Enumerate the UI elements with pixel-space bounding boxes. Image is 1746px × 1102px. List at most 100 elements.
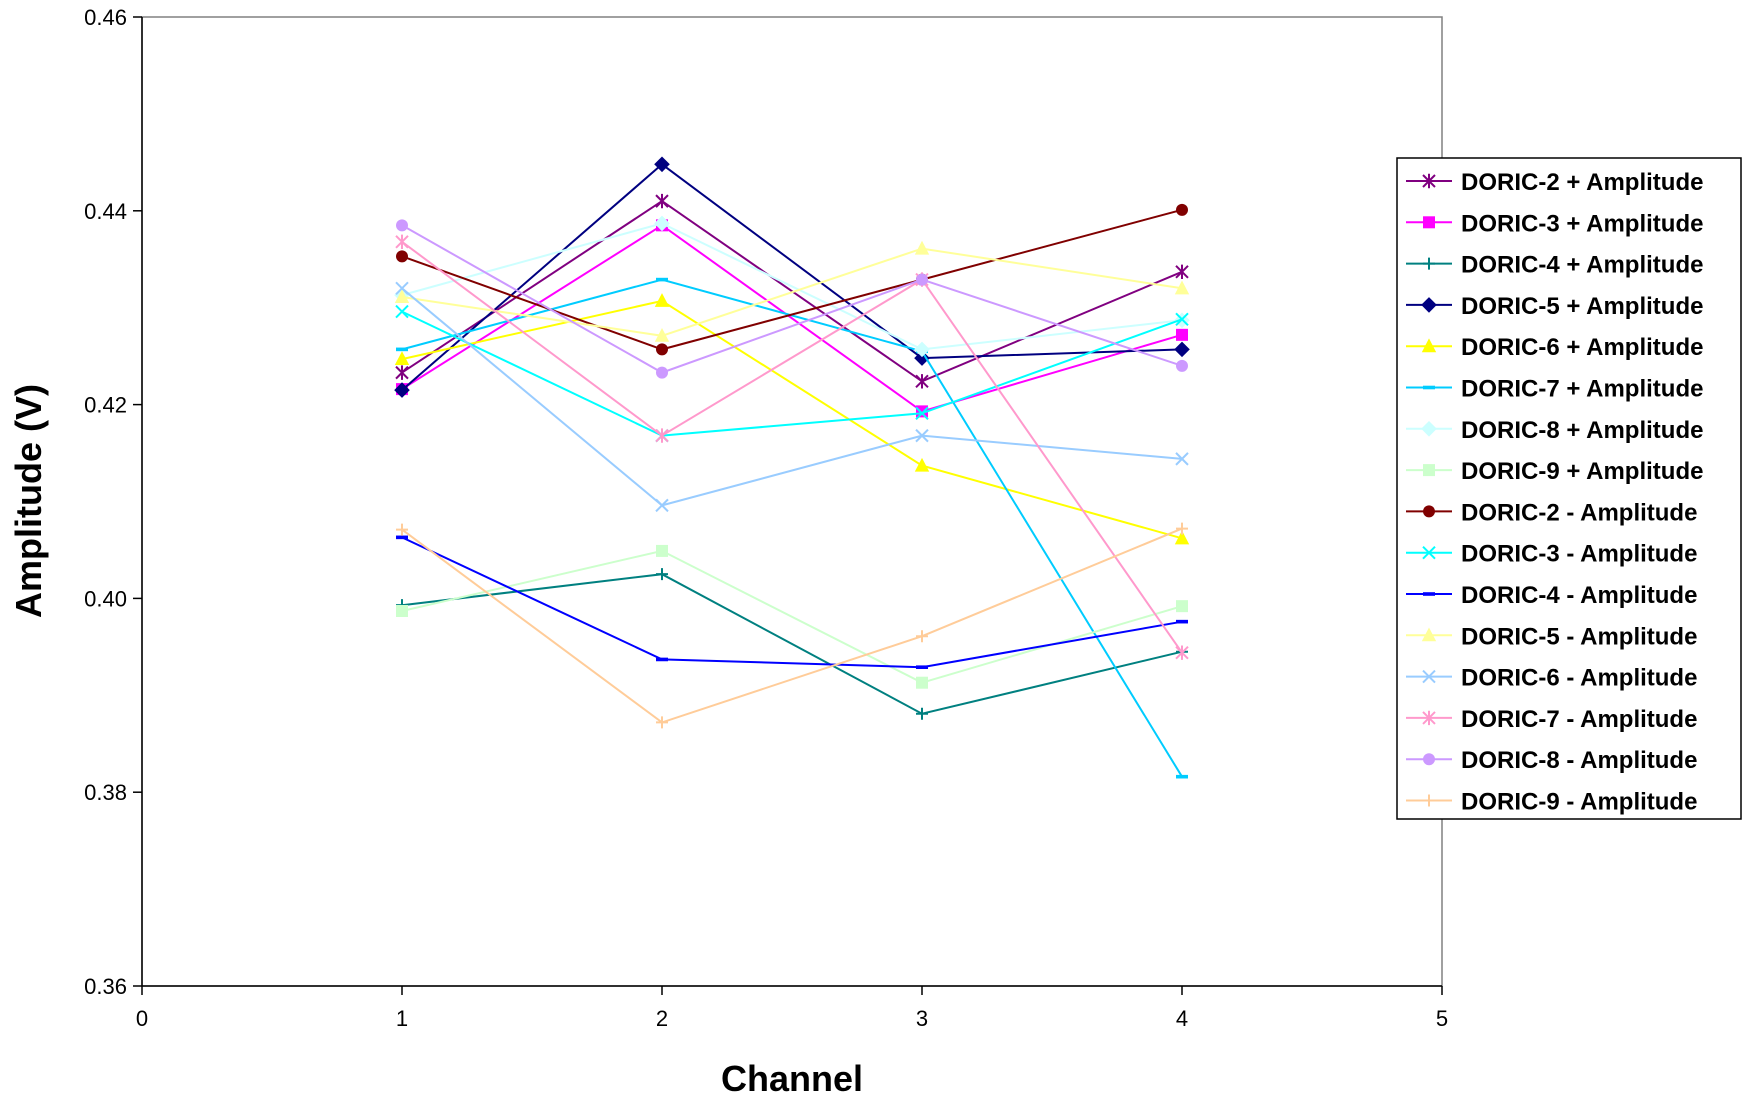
data-point <box>1423 257 1435 270</box>
triangle-marker <box>394 351 410 366</box>
data-point <box>656 277 668 282</box>
data-point <box>656 544 668 557</box>
x-tick-label: 3 <box>916 1006 928 1031</box>
data-point <box>915 428 929 443</box>
legend-label: DORIC-3 + Amplitude <box>1461 210 1703 237</box>
data-point <box>396 219 408 232</box>
triangle-marker <box>914 457 930 472</box>
data-point <box>1174 530 1190 545</box>
legend-item: DORIC-3 - Amplitude <box>1406 541 1697 568</box>
series-line <box>401 208 1183 351</box>
legend-item: DORIC-4 + Amplitude <box>1406 252 1703 279</box>
y-tick-label: 0.40 <box>84 586 127 611</box>
series-line <box>401 310 1183 437</box>
data-point <box>1422 173 1436 189</box>
series-15 <box>396 219 1188 379</box>
x-marker <box>655 498 669 513</box>
diamond-marker <box>1421 421 1437 437</box>
asterisk-marker <box>655 193 669 209</box>
asterisk-marker <box>395 234 409 250</box>
data-point <box>1422 710 1436 726</box>
triangle-marker <box>1421 338 1437 353</box>
series-line <box>401 527 1183 724</box>
legend-item: DORIC-6 - Amplitude <box>1406 665 1697 692</box>
data-point <box>1421 421 1437 437</box>
legend-label: DORIC-6 + Amplitude <box>1461 334 1703 361</box>
data-point <box>1423 794 1435 807</box>
triangle-marker <box>1174 530 1190 545</box>
data-point <box>396 250 408 263</box>
x-marker <box>915 406 929 421</box>
legend-item: DORIC-9 + Amplitude <box>1406 458 1703 485</box>
data-point <box>1174 341 1190 358</box>
x-marker <box>1175 452 1189 466</box>
legend-item: DORIC-5 + Amplitude <box>1406 293 1703 320</box>
plus-marker <box>656 568 668 581</box>
data-point <box>1176 328 1188 341</box>
diamond-marker <box>394 382 410 398</box>
data-point <box>656 568 668 581</box>
circle-marker <box>916 273 928 286</box>
plot-area <box>141 16 1443 987</box>
series-line <box>401 287 1183 507</box>
square-marker <box>396 604 408 617</box>
legend-item: DORIC-8 + Amplitude <box>1406 417 1703 444</box>
x-marker <box>915 428 929 443</box>
data-point <box>394 289 410 304</box>
circle-marker <box>656 343 668 356</box>
legend-item: DORIC-9 - Amplitude <box>1406 789 1697 816</box>
legend-label: DORIC-5 + Amplitude <box>1461 293 1703 320</box>
square-marker <box>916 676 928 689</box>
dash-marker <box>656 657 668 662</box>
legend-item: DORIC-4 - Amplitude <box>1406 582 1697 609</box>
square-marker <box>1176 600 1188 613</box>
dash-marker <box>1423 385 1435 390</box>
dash-marker <box>916 665 928 669</box>
series-layer <box>394 156 1190 779</box>
legend-label: DORIC-9 + Amplitude <box>1461 458 1703 485</box>
y-axis: 0.36 0.38 0.40 0.42 0.44 0.46 <box>84 5 143 999</box>
triangle-marker <box>1174 280 1190 295</box>
plus-marker <box>656 716 668 729</box>
square-marker <box>1423 216 1435 229</box>
series-4 <box>394 156 1190 398</box>
asterisk-marker <box>1175 645 1189 660</box>
data-point <box>1421 627 1437 642</box>
legend-label: DORIC-9 - Amplitude <box>1461 789 1697 816</box>
legend-item: DORIC-5 - Amplitude <box>1406 623 1697 650</box>
data-point <box>1174 280 1190 295</box>
data-point <box>914 240 930 255</box>
circle-marker <box>1423 505 1435 518</box>
x-axis-title: Channel <box>721 1058 863 1099</box>
circle-marker <box>396 250 408 263</box>
data-point <box>654 293 670 307</box>
series-line <box>401 222 1183 351</box>
data-point <box>1421 338 1437 353</box>
dash-marker <box>1176 619 1188 624</box>
series-line <box>401 224 1183 413</box>
triangle-marker <box>914 240 930 255</box>
dash-marker <box>1176 774 1188 779</box>
x-marker <box>1422 669 1436 684</box>
data-point <box>1175 264 1189 280</box>
data-point <box>655 428 669 443</box>
data-point <box>394 382 410 398</box>
data-point <box>1423 505 1435 518</box>
series-line <box>401 240 1183 654</box>
legend-item: DORIC-7 + Amplitude <box>1406 376 1703 403</box>
data-point <box>1176 600 1188 613</box>
triangle-marker <box>654 293 670 307</box>
x-axis: 0 1 2 3 4 5 <box>136 985 1448 1031</box>
square-marker <box>1176 328 1188 341</box>
data-point <box>396 535 408 540</box>
series-line <box>401 536 1183 669</box>
y-tick-label: 0.44 <box>84 199 127 224</box>
y-tick-label: 0.38 <box>84 780 127 805</box>
series-line <box>401 247 1183 337</box>
legend-label: DORIC-3 - Amplitude <box>1461 541 1697 568</box>
dash-marker <box>656 277 668 282</box>
circle-marker <box>1176 359 1188 372</box>
asterisk-marker <box>1422 710 1436 726</box>
legend-item: DORIC-8 - Amplitude <box>1406 747 1697 774</box>
